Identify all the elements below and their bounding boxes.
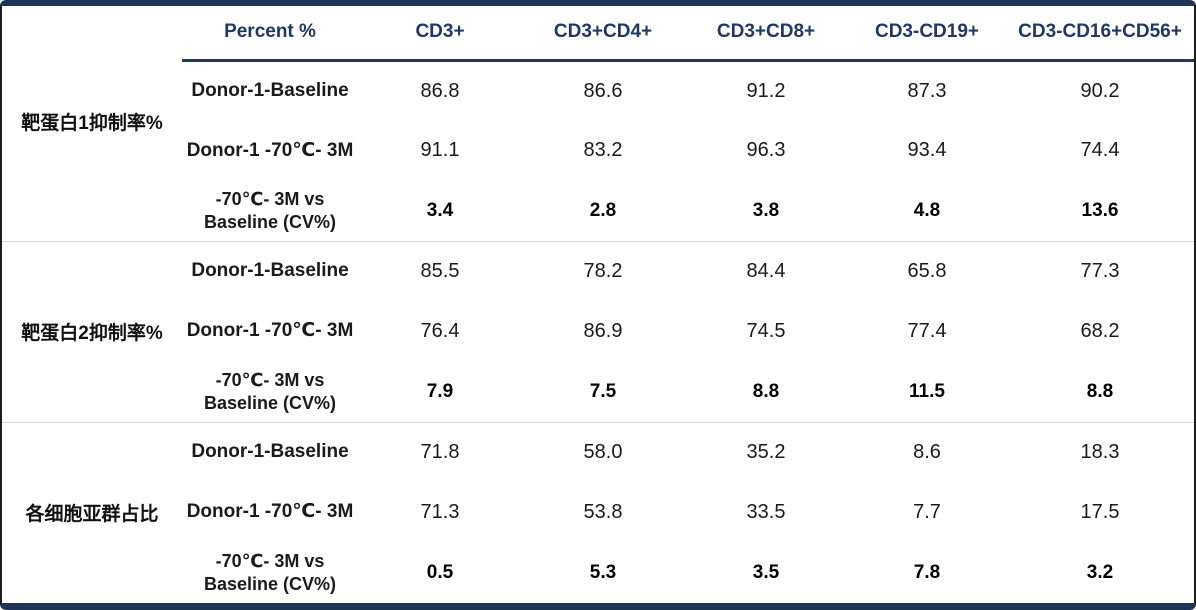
value-cell: 77.3 xyxy=(1006,240,1194,302)
value-cell: 7.9 xyxy=(426,380,454,402)
value-cell: 4.8 xyxy=(913,199,941,221)
table-row: 靶蛋白2抑制率% Donor-1-Baseline 85.5 78.2 84.4… xyxy=(2,240,1194,423)
value-cell: 58.0 xyxy=(522,421,684,483)
column-header-cd3-cd8: CD3+CD8+ xyxy=(684,6,848,62)
column-header-percent: Percent % xyxy=(182,6,358,62)
column-header-cd3-cd19: CD3-CD19+ xyxy=(848,6,1006,62)
value-cell: 90.2 xyxy=(1080,79,1120,102)
value-cell: 3.5 xyxy=(752,561,780,583)
value-cell: 71.3 xyxy=(420,500,460,523)
row-label: Donor-1-Baseline xyxy=(182,421,358,483)
value-cell: 78.2 xyxy=(522,240,684,302)
value-cell: 53.8 xyxy=(583,500,623,523)
value-cell: 3.8 xyxy=(752,199,780,221)
value-cell: 74.5 xyxy=(746,320,786,343)
table-row: Donor-1 -70℃- 3M 91.1 83.2 96.3 93.4 74.… xyxy=(2,121,1194,181)
value-cell: 35.2 xyxy=(684,421,848,483)
table-row-cv: -70℃- 3M vs Baseline (CV%) 7.9 7.5 8.8 1… xyxy=(2,362,1194,422)
table-row: 靶蛋白1抑制率% Donor-1-Baseline 86.8 86.6 91.2… xyxy=(2,60,1194,135)
value-cell: 86.9 xyxy=(583,320,623,343)
value-cell: 91.1 xyxy=(420,139,460,162)
value-cell: 7.8 xyxy=(913,561,941,583)
row-label: Donor-1 -70℃- 3M xyxy=(186,139,354,161)
value-cell: 65.8 xyxy=(848,240,1006,302)
value-cell: 8.8 xyxy=(752,380,780,402)
value-cell: 7.5 xyxy=(589,380,617,402)
table-row-cv: -70℃- 3M vs Baseline (CV%) 0.5 5.3 3.5 7… xyxy=(2,543,1194,603)
value-cell: 76.4 xyxy=(420,320,460,343)
value-cell: 83.2 xyxy=(583,139,623,162)
value-cell: 8.8 xyxy=(1086,380,1114,402)
stability-data-table: Percent % CD3+ CD3+CD4+ CD3+CD8+ CD3-CD1… xyxy=(2,6,1194,603)
column-header-cd3-cd16-cd56: CD3-CD16+CD56+ xyxy=(1006,6,1194,62)
table-row: Donor-1 -70℃- 3M 76.4 86.9 74.5 77.4 68.… xyxy=(2,301,1194,361)
value-cell: 87.3 xyxy=(907,79,947,102)
value-cell: 3.4 xyxy=(426,199,454,221)
value-cell: 91.2 xyxy=(746,79,786,102)
value-cell: 17.5 xyxy=(1080,500,1120,523)
table-row: Donor-1 -70℃- 3M 71.3 53.8 33.5 7.7 17.5 xyxy=(2,482,1194,542)
value-cell: 86.8 xyxy=(420,79,460,102)
group-label-text: 靶蛋白2抑制率% xyxy=(21,323,163,345)
header-row: Percent % CD3+ CD3+CD4+ CD3+CD8+ CD3-CD1… xyxy=(2,6,1194,62)
corner-cell xyxy=(2,6,182,60)
row-label: -70℃- 3M vs Baseline (CV%) xyxy=(203,550,337,594)
value-cell: 96.3 xyxy=(746,139,786,162)
value-cell: 74.4 xyxy=(1080,139,1120,162)
value-cell: 85.5 xyxy=(358,240,522,302)
table-row-cv: -70℃- 3M vs Baseline (CV%) 3.4 2.8 3.8 4… xyxy=(2,181,1194,241)
group-label-text: 靶蛋白1抑制率% xyxy=(21,113,163,135)
value-cell: 84.4 xyxy=(684,240,848,302)
column-header-cd3: CD3+ xyxy=(358,6,522,62)
value-cell: 68.2 xyxy=(1080,320,1120,343)
value-cell: 18.3 xyxy=(1006,421,1194,483)
value-cell: 13.6 xyxy=(1081,199,1119,221)
value-cell: 33.5 xyxy=(746,500,786,523)
table-row: 各细胞亚群占比 Donor-1-Baseline 71.8 58.0 35.2 … xyxy=(2,421,1194,603)
group-label-target-protein-2: 靶蛋白2抑制率% xyxy=(2,240,182,423)
value-cell: 0.5 xyxy=(426,561,454,583)
row-label: -70℃- 3M vs Baseline (CV%) xyxy=(203,369,337,413)
row-label: Donor-1-Baseline xyxy=(182,240,358,302)
value-cell: 7.7 xyxy=(913,500,941,523)
value-cell: 71.8 xyxy=(358,421,522,483)
value-cell: 3.2 xyxy=(1086,561,1114,583)
value-cell: 5.3 xyxy=(589,561,617,583)
row-label: -70℃- 3M vs Baseline (CV%) xyxy=(203,188,337,232)
value-cell: 11.5 xyxy=(909,380,945,402)
value-cell: 2.8 xyxy=(589,199,617,221)
group-label-target-protein-1: 靶蛋白1抑制率% xyxy=(2,60,182,241)
row-label: Donor-1 -70℃- 3M xyxy=(186,501,354,523)
group-label-text: 各细胞亚群占比 xyxy=(25,504,159,526)
column-header-cd3-cd4: CD3+CD4+ xyxy=(522,6,684,62)
value-cell: 8.6 xyxy=(848,421,1006,483)
value-cell: 86.6 xyxy=(583,79,623,102)
row-label: Donor-1-Baseline xyxy=(191,80,349,101)
value-cell: 77.4 xyxy=(907,320,947,343)
group-label-cell-subsets: 各细胞亚群占比 xyxy=(2,421,182,603)
row-label: Donor-1 -70℃- 3M xyxy=(186,320,354,342)
value-cell: 93.4 xyxy=(907,139,947,162)
